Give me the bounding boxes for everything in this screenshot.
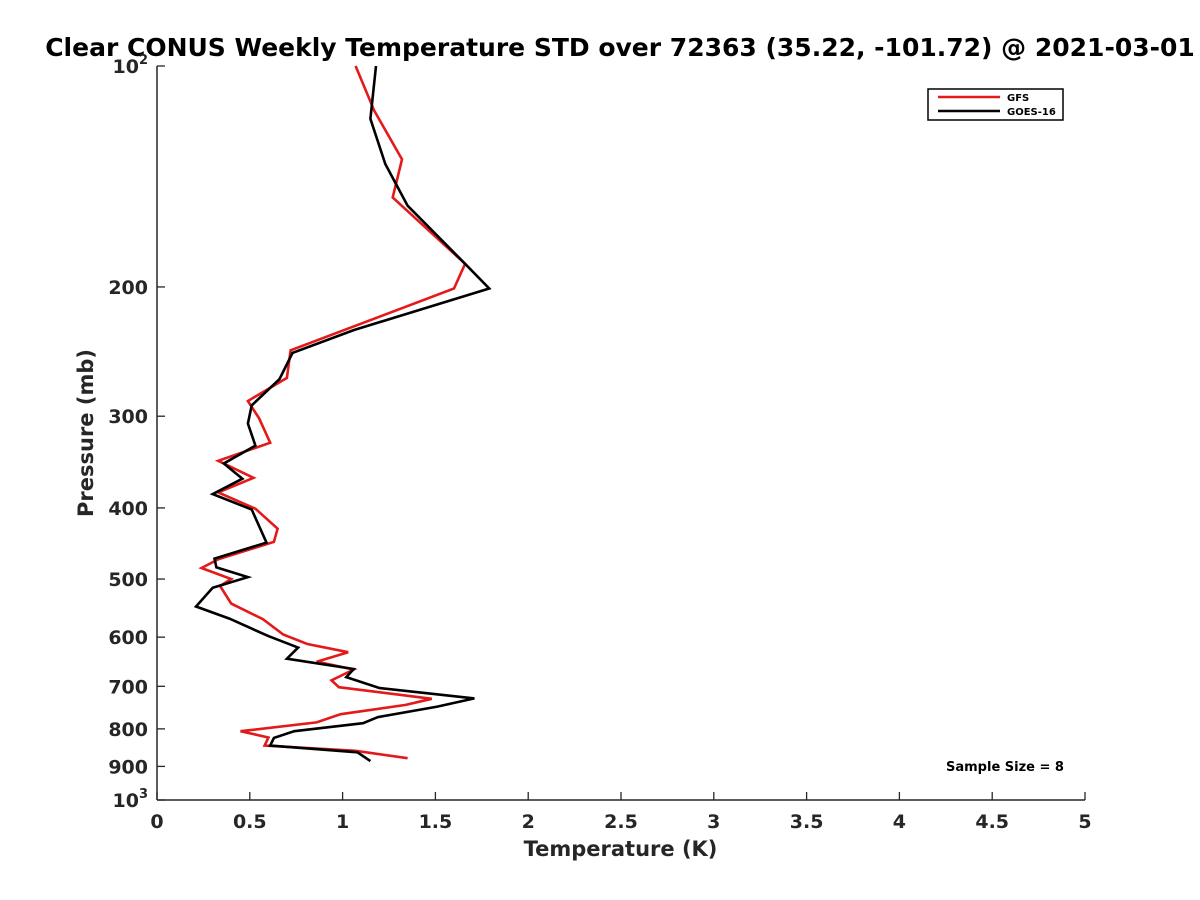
x-tick-label: 4.5: [975, 811, 1009, 833]
y-tick-label: 600: [108, 627, 148, 649]
y-tick-label: 700: [108, 676, 148, 698]
y-tick-label: 200: [108, 277, 148, 299]
legend-box: [927, 88, 1064, 121]
legend: GFS GOES-16: [927, 88, 1064, 121]
y-tick-label: 900: [108, 756, 148, 778]
x-tick-label: 5: [1078, 811, 1091, 833]
y-tick-label: 300: [108, 406, 148, 428]
sample-size-annotation: Sample Size = 8: [946, 760, 1064, 775]
chart-title: Clear CONUS Weekly Temperature STD over …: [45, 33, 1195, 62]
y-tick-label: 800: [108, 719, 148, 741]
x-axis-label: Temperature (K): [524, 837, 718, 861]
x-tick-label: 1.5: [419, 811, 453, 833]
series-line-goes-16: [193, 65, 492, 763]
x-tick-label: 2: [522, 811, 535, 833]
x-axis-ticks: 0 0.5 1 1.5 2 2.5 3 3.5 4 4.5 5: [150, 792, 1092, 833]
x-tick-label: 1: [336, 811, 349, 833]
x-tick-label: 2.5: [604, 811, 638, 833]
x-tick-label: 4: [893, 811, 906, 833]
x-tick-label: 0.5: [233, 811, 267, 833]
y-tick-label: 103: [113, 787, 149, 812]
x-tick-label: 0: [150, 811, 163, 833]
legend-label-gfs: GFS: [1007, 93, 1029, 104]
x-tick-label: 3.5: [790, 811, 824, 833]
legend-label-goes16: GOES-16: [1007, 107, 1056, 118]
y-axis-label: Pressure (mb): [74, 349, 98, 517]
series-layer: [193, 65, 492, 763]
y-tick-label: 102: [113, 53, 149, 78]
y-tick-label: 400: [108, 498, 148, 520]
x-tick-label: 3: [707, 811, 720, 833]
y-axis-ticks: 102 200 300 400 500 600 700 800 900 103: [108, 53, 165, 812]
y-tick-label: 500: [108, 569, 148, 591]
